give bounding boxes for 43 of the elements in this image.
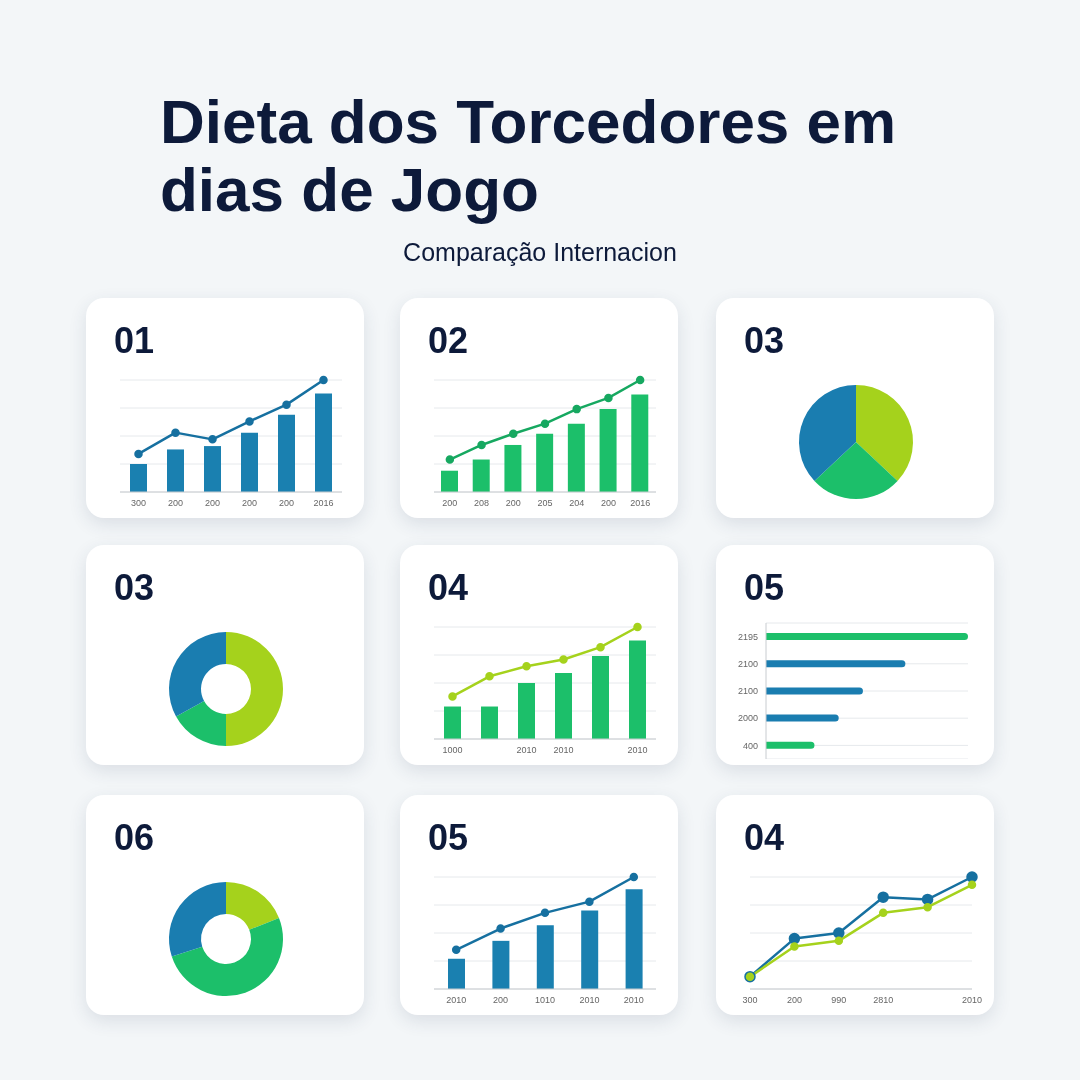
x-tick-label: 1010	[534, 995, 556, 1006]
x-tick-label: 2016	[630, 498, 651, 509]
x-tick-label: 2010	[516, 745, 537, 756]
x-tick-label: 200	[505, 498, 521, 509]
y-tick-label: 2195	[737, 631, 758, 642]
x-tick-label: 200	[493, 995, 509, 1006]
chart-title: 06	[114, 817, 155, 859]
chart-title: 04	[428, 567, 469, 609]
chart-title: 05	[744, 567, 785, 609]
x-tick-label: 2016	[313, 498, 334, 509]
y-tick-label: 2100	[737, 658, 758, 669]
x-tick-label: 200	[442, 498, 458, 509]
x-tick-label: 200	[786, 995, 802, 1006]
x-tick-label: 200	[241, 498, 258, 509]
text: Dieta dos Torcedores em dias de Jogo	[160, 87, 898, 224]
y-tick-label: 2000	[737, 713, 758, 724]
chart-title: 02	[428, 320, 469, 362]
x-tick-label: 2010	[553, 745, 574, 756]
x-tick-label: 208	[474, 498, 490, 509]
y-tick-label: 2100	[737, 686, 758, 697]
x-tick-label: 200	[278, 498, 295, 509]
x-tick-label: 1000	[442, 745, 463, 756]
x-tick-label: 200	[204, 498, 221, 509]
chart-title: 03	[114, 567, 155, 609]
x-tick-label: 204	[569, 498, 585, 509]
y-tick-label: 400	[742, 740, 758, 751]
x-tick-label: 2010	[627, 745, 648, 756]
x-tick-label: 2010	[623, 995, 644, 1006]
x-tick-label: 2010	[961, 995, 983, 1006]
x-tick-label: 205	[537, 498, 553, 509]
x-tick-label: 2810	[873, 995, 894, 1006]
x-tick-label: 300	[130, 498, 147, 509]
text: Comparação Internacion	[402, 238, 678, 267]
chart-title: 04	[744, 817, 785, 859]
chart-title: 03	[744, 320, 785, 362]
chart-title: 01	[114, 320, 155, 362]
x-tick-label: 200	[600, 498, 616, 509]
chart-title: 05	[428, 817, 469, 859]
x-tick-label: 2010	[579, 995, 600, 1006]
x-tick-label: 300	[742, 995, 758, 1006]
x-tick-label: 2010	[446, 995, 467, 1006]
x-tick-label: 990	[831, 995, 847, 1006]
x-tick-label: 200	[167, 498, 184, 509]
